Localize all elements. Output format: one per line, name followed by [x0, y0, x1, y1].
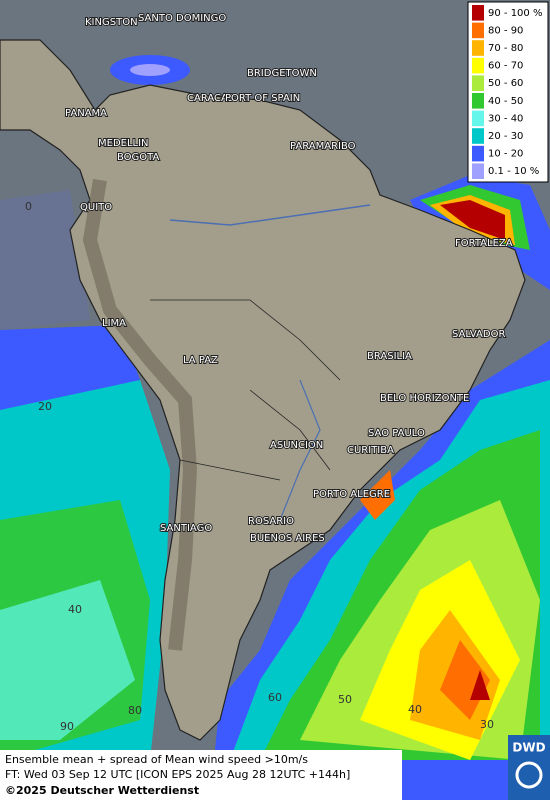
grid-label: 20: [38, 400, 52, 413]
legend-label: 20 - 30: [488, 131, 523, 142]
grid-label: 60: [268, 691, 282, 704]
logo-text: DWD: [512, 741, 545, 755]
city-label: SANTO DOMINGO: [138, 13, 226, 24]
city-label: LA PAZ: [183, 355, 218, 366]
footer-line1: Ensemble mean + spread of Mean wind spee…: [5, 753, 308, 766]
city-label: PARAMARIBO: [290, 141, 356, 152]
copyright: ©2025 Deutscher Wetterdienst: [5, 784, 199, 797]
city-label: SALVADOR: [452, 329, 505, 340]
legend-label: 80 - 90: [488, 25, 523, 36]
grid-label: 80: [128, 704, 142, 717]
city-label: SANTIAGO: [160, 523, 212, 534]
legend-label: 0.1 - 10 %: [488, 166, 539, 177]
footer: Ensemble mean + spread of Mean wind spee…: [0, 750, 402, 800]
legend-swatch: [472, 40, 484, 56]
grid-labels: 0 20 40 90 80 60 50 40 30: [25, 200, 494, 733]
legend: 90 - 100 % 80 - 90 70 - 80 60 - 70 50 - 60 40…: [467, 1, 549, 183]
grid-label: 30: [480, 718, 494, 731]
city-label: MEDELLIN: [98, 138, 149, 149]
city-label: BELO HORIZONTE: [380, 393, 469, 404]
legend-swatch: [472, 93, 484, 109]
wind-field: [0, 55, 550, 800]
legend-label: 70 - 80: [488, 43, 523, 54]
legend-swatch: [472, 163, 484, 179]
city-labels: KINGSTON SANTO DOMINGOBRIDGETOWNCARACASPO…: [64, 12, 514, 545]
city-label: BUENOS AIRES: [250, 533, 325, 544]
city-label: PORT OF SPAIN: [225, 93, 300, 104]
city-label: PORTO ALEGRE: [313, 489, 390, 500]
city-label: FORTALEZA: [455, 238, 513, 249]
legend-swatch: [472, 128, 484, 144]
city-label: CARACAS: [187, 93, 234, 104]
city-label: LIMA: [102, 318, 126, 329]
legend-label: 90 - 100 %: [488, 8, 542, 19]
land: [0, 39, 526, 741]
legend-swatch: [472, 5, 484, 21]
legend-label: 40 - 50: [488, 96, 523, 107]
grid-label: 40: [408, 703, 422, 716]
legend-swatch: [472, 57, 484, 74]
city-label: PANAMA: [65, 108, 107, 119]
logo-swirl: [515, 761, 543, 789]
grid-label: 50: [338, 693, 352, 706]
legend-swatch: [472, 110, 484, 127]
legend-swatch: [472, 22, 484, 39]
footer-line2: FT: Wed 03 Sep 12 UTC [ICON EPS 2025 Aug…: [5, 768, 350, 781]
city-label: CURITIBA: [347, 445, 394, 456]
logo-box: [508, 735, 550, 800]
city-label: BRASILIA: [367, 351, 412, 362]
dwd-logo: DWD: [508, 735, 550, 800]
legend-swatch: [472, 75, 484, 91]
grid-label: 0: [25, 200, 32, 213]
legend-label: 30 - 40: [488, 113, 523, 124]
grid-label: 90: [60, 720, 74, 733]
footer-box: [0, 750, 402, 800]
city-label: BOGOTA: [117, 152, 160, 163]
legend-swatch: [472, 145, 484, 162]
city-label: QUITO: [80, 202, 112, 213]
legend-label: 10 - 20: [488, 149, 523, 160]
legend-label: 50 - 60: [488, 78, 523, 89]
city-label: ROSARIO: [248, 516, 294, 527]
grid-label: 40: [68, 603, 82, 616]
city-label: BRIDGETOWN: [247, 68, 317, 79]
legend-label: 60 - 70: [488, 61, 523, 72]
city-label: ASUNCION: [270, 440, 323, 451]
city-label: KINGSTON: [85, 17, 138, 28]
city-label: SAO PAULO: [368, 428, 425, 439]
